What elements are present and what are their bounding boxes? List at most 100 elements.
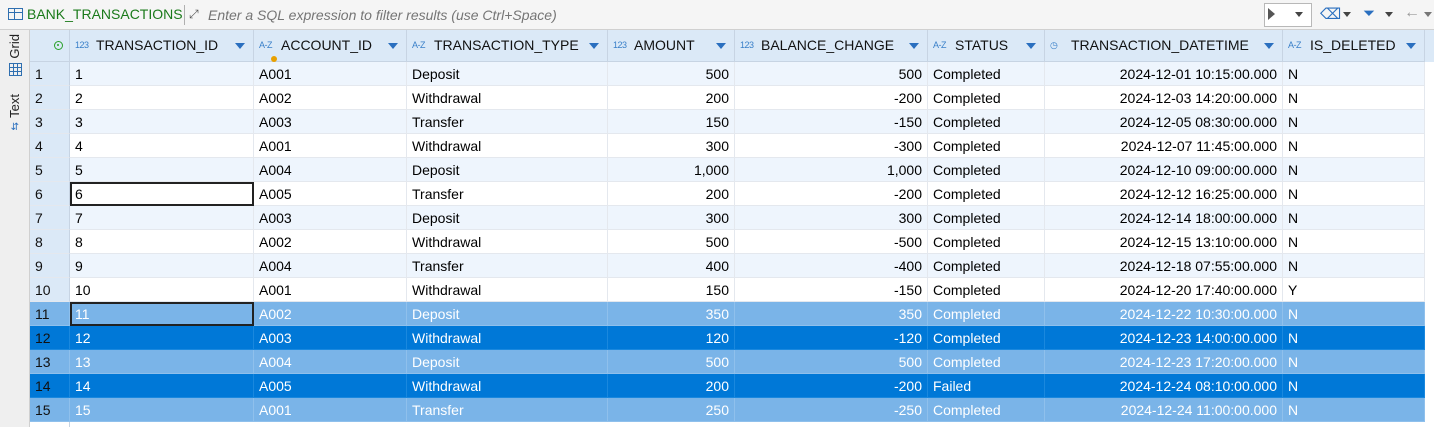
table-cell[interactable]: A004 xyxy=(254,350,407,374)
table-cell[interactable]: N xyxy=(1283,374,1425,398)
table-cell[interactable]: 300 xyxy=(735,206,928,230)
table-cell[interactable]: Completed xyxy=(928,182,1045,206)
table-cell[interactable]: Completed xyxy=(928,134,1045,158)
table-cell[interactable]: N xyxy=(1283,326,1425,350)
table-cell[interactable]: Deposit xyxy=(407,158,608,182)
column-header-transaction-type[interactable]: A-Z TRANSACTION_TYPE xyxy=(407,30,608,62)
table-cell[interactable]: A001 xyxy=(254,278,407,302)
table-cell[interactable]: Y xyxy=(1283,278,1425,302)
table-cell[interactable]: 2024-12-14 18:00:00.000 xyxy=(1045,206,1283,230)
table-cell[interactable]: 2 xyxy=(70,86,254,110)
row-number[interactable]: 10 xyxy=(30,278,70,302)
table-cell[interactable]: N xyxy=(1283,302,1425,326)
table-cell[interactable]: 2024-12-18 07:55:00.000 xyxy=(1045,254,1283,278)
table-cell[interactable]: -250 xyxy=(735,398,928,422)
row-number[interactable]: 8 xyxy=(30,230,70,254)
table-cell[interactable]: A002 xyxy=(254,230,407,254)
expand-icon[interactable]: ⤢ xyxy=(189,7,199,21)
table-cell[interactable]: Withdrawal xyxy=(407,86,608,110)
table-cell[interactable]: 10 xyxy=(70,278,254,302)
chevron-down-icon[interactable] xyxy=(1385,12,1393,17)
row-number[interactable]: 12 xyxy=(30,326,70,350)
table-cell[interactable]: -200 xyxy=(735,374,928,398)
column-header-balance-change[interactable]: 123 BALANCE_CHANGE xyxy=(735,30,928,62)
table-cell[interactable]: Transfer xyxy=(407,110,608,134)
sort-chevron-icon[interactable] xyxy=(235,43,245,49)
table-cell[interactable]: Completed xyxy=(928,86,1045,110)
table-row[interactable]: 15 15 A001 Transfer 250 -250 Completed 2024-12-… xyxy=(30,398,1434,422)
table-cell[interactable]: Deposit xyxy=(407,302,608,326)
table-cell[interactable]: -120 xyxy=(735,326,928,350)
table-cell[interactable]: 2024-12-24 08:10:00.000 xyxy=(1045,374,1283,398)
sort-chevron-icon[interactable] xyxy=(1264,43,1274,49)
table-cell[interactable]: 150 xyxy=(608,278,735,302)
table-cell[interactable]: N xyxy=(1283,110,1425,134)
table-cell[interactable]: Transfer xyxy=(407,182,608,206)
table-cell[interactable]: A005 xyxy=(254,182,407,206)
row-number[interactable]: 7 xyxy=(30,206,70,230)
table-cell[interactable]: Transfer xyxy=(407,398,608,422)
table-cell[interactable]: 500 xyxy=(735,62,928,86)
table-cell[interactable]: 350 xyxy=(608,302,735,326)
row-number[interactable]: 3 xyxy=(30,110,70,134)
table-cell[interactable]: 4 xyxy=(70,134,254,158)
row-number[interactable]: 6 xyxy=(30,182,70,206)
table-cell[interactable]: 8 xyxy=(70,230,254,254)
table-row[interactable]: 8 8 A002 Withdrawal 500 -500 Completed 2024-12-… xyxy=(30,230,1434,254)
table-cell[interactable]: 1 xyxy=(70,62,254,86)
table-cell[interactable]: 500 xyxy=(608,350,735,374)
table-cell[interactable]: 300 xyxy=(608,134,735,158)
table-row[interactable]: 7 7 A003 Deposit 300 300 Completed 2024-12-14 1… xyxy=(30,206,1434,230)
table-row[interactable]: 1 1 A001 Deposit 500 500 Completed 2024-12-01 1… xyxy=(30,62,1434,86)
table-cell[interactable]: 3 xyxy=(70,110,254,134)
table-cell[interactable]: 13 xyxy=(70,350,254,374)
column-header-is-deleted[interactable]: A-Z IS_DELETED xyxy=(1283,30,1425,62)
table-cell[interactable]: -150 xyxy=(735,110,928,134)
filter-icon[interactable]: ⏷ xyxy=(1363,5,1376,22)
table-cell[interactable]: 200 xyxy=(608,374,735,398)
table-cell[interactable]: 2024-12-05 08:30:00.000 xyxy=(1045,110,1283,134)
table-cell[interactable]: -200 xyxy=(735,182,928,206)
table-cell[interactable]: N xyxy=(1283,398,1425,422)
table-cell[interactable]: 2024-12-23 17:20:00.000 xyxy=(1045,350,1283,374)
table-cell[interactable]: A003 xyxy=(254,110,407,134)
table-cell[interactable]: 15 xyxy=(70,398,254,422)
table-cell[interactable]: A002 xyxy=(254,302,407,326)
table-cell[interactable]: -200 xyxy=(735,86,928,110)
chevron-down-icon[interactable] xyxy=(1343,12,1351,17)
table-cell[interactable]: N xyxy=(1283,62,1425,86)
table-cell[interactable]: -500 xyxy=(735,230,928,254)
table-cell[interactable]: Deposit xyxy=(407,350,608,374)
table-name-label[interactable]: BANK_TRANSACTIONS xyxy=(27,6,183,22)
table-row[interactable]: 14 14 A005 Withdrawal 200 -200 Failed 2024-12-2… xyxy=(30,374,1434,398)
table-cell[interactable]: Withdrawal xyxy=(407,230,608,254)
row-number[interactable]: 13 xyxy=(30,350,70,374)
table-cell[interactable]: A003 xyxy=(254,206,407,230)
table-cell[interactable]: Transfer xyxy=(407,254,608,278)
table-cell[interactable]: 2024-12-07 11:45:00.000 xyxy=(1045,134,1283,158)
column-header-status[interactable]: A-Z STATUS xyxy=(928,30,1045,62)
table-cell[interactable]: Completed xyxy=(928,278,1045,302)
table-cell[interactable]: Completed xyxy=(928,254,1045,278)
table-cell[interactable]: A003 xyxy=(254,326,407,350)
row-number[interactable]: 11 xyxy=(30,302,70,326)
table-cell[interactable]: 11 xyxy=(70,302,254,326)
table-row[interactable]: 6 6 A005 Transfer 200 -200 Completed 2024-12-12… xyxy=(30,182,1434,206)
table-row[interactable]: 3 3 A003 Transfer 150 -150 Completed 2024-12-05… xyxy=(30,110,1434,134)
table-cell[interactable]: 7 xyxy=(70,206,254,230)
table-row[interactable]: 13 13 A004 Deposit 500 500 Completed 2024-12-23… xyxy=(30,350,1434,374)
table-row[interactable]: 9 9 A004 Transfer 400 -400 Completed 2024-12-18… xyxy=(30,254,1434,278)
row-number[interactable]: 5 xyxy=(30,158,70,182)
table-cell[interactable]: Deposit xyxy=(407,206,608,230)
row-number[interactable]: 15 xyxy=(30,398,70,422)
sort-chevron-icon[interactable] xyxy=(589,43,599,49)
table-cell[interactable]: N xyxy=(1283,182,1425,206)
table-cell[interactable]: Withdrawal xyxy=(407,134,608,158)
row-number[interactable]: 4 xyxy=(30,134,70,158)
table-cell[interactable]: Completed xyxy=(928,326,1045,350)
table-cell[interactable]: 400 xyxy=(608,254,735,278)
table-cell[interactable]: 350 xyxy=(735,302,928,326)
tab-text[interactable]: Text ⇵ xyxy=(4,94,26,133)
table-cell[interactable]: N xyxy=(1283,206,1425,230)
table-cell[interactable]: Completed xyxy=(928,350,1045,374)
